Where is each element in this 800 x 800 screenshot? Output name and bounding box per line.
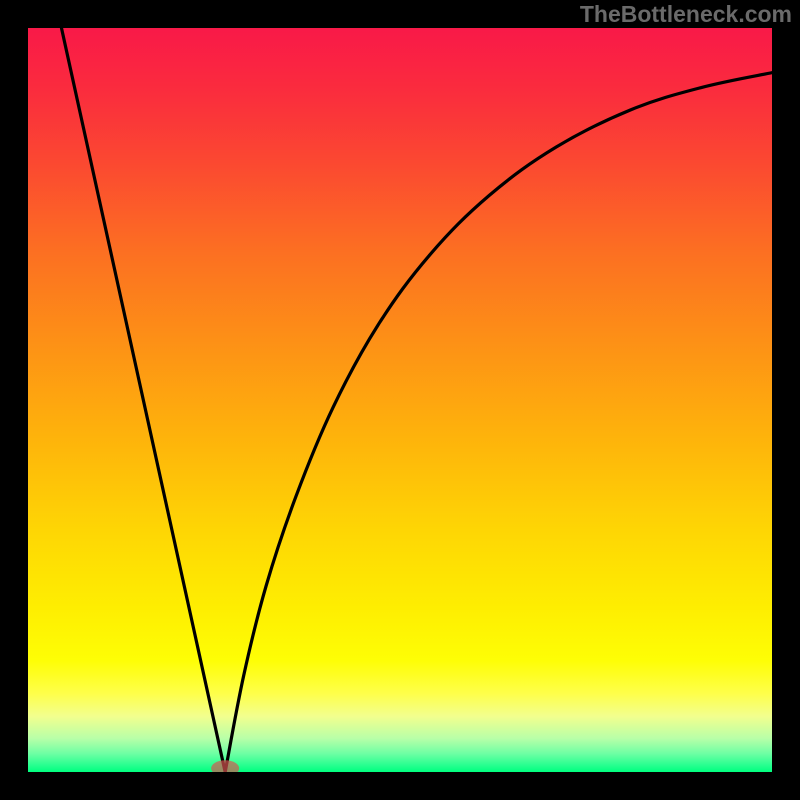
chart-container: TheBottleneck.com xyxy=(0,0,800,800)
watermark-text: TheBottleneck.com xyxy=(580,1,792,28)
plot-svg xyxy=(28,28,772,772)
gradient-background xyxy=(28,28,772,772)
plot-area xyxy=(28,28,772,772)
